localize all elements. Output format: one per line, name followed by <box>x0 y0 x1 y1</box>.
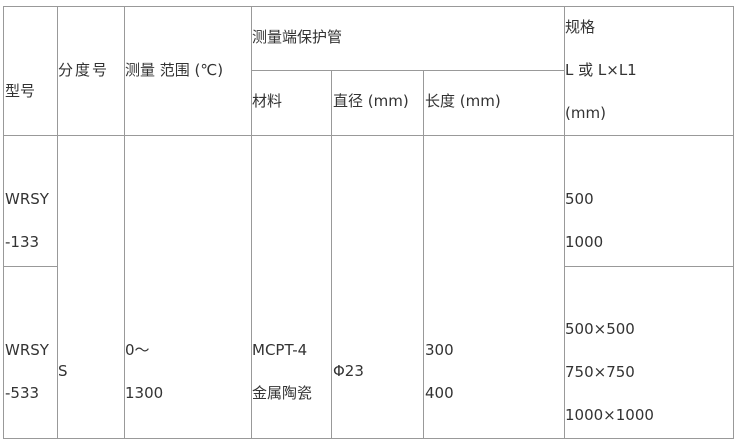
border <box>423 70 424 439</box>
spec-value: 500×500 <box>565 320 635 338</box>
header-length: 长度 (mm) <box>425 92 501 110</box>
header-range: 测量 范围 (℃) <box>125 61 224 79</box>
length-value: 300 <box>425 341 454 359</box>
row-model: WRSY <box>5 190 49 208</box>
header-spec: (mm) <box>565 104 606 122</box>
material-value: MCPT-4 <box>252 341 308 359</box>
border <box>3 135 733 136</box>
material-value: 金属陶瓷 <box>252 384 313 402</box>
header-model: 型号 <box>5 82 36 100</box>
range-value: 0～ <box>125 341 150 359</box>
border <box>331 70 332 439</box>
length-value: 400 <box>425 384 454 402</box>
header-graduation: 分度号 <box>58 61 110 79</box>
row-model: -133 <box>5 233 40 251</box>
spec-value: 1000 <box>565 233 604 251</box>
header-spec: 规格 <box>565 18 596 36</box>
border <box>733 6 734 439</box>
header-tube: 测量端保护管 <box>252 28 343 46</box>
border <box>57 6 58 439</box>
header-spec: L 或 L×L1 <box>565 61 637 79</box>
row-model: WRSY <box>5 341 49 359</box>
border <box>3 6 4 439</box>
spec-value: 500 <box>565 190 594 208</box>
border <box>564 6 565 439</box>
border <box>251 6 252 439</box>
row-model: -533 <box>5 384 40 402</box>
spec-value: 1000×1000 <box>565 406 654 424</box>
border <box>124 6 125 439</box>
border <box>3 6 733 7</box>
border <box>251 70 564 71</box>
header-diameter: 直径 (mm) <box>333 92 409 110</box>
border <box>564 266 733 267</box>
graduation-value: S <box>58 362 68 380</box>
border <box>3 266 57 267</box>
header-material: 材料 <box>252 92 283 110</box>
diameter-value: Φ23 <box>333 362 364 380</box>
spec-value: 750×750 <box>565 363 635 381</box>
range-value: 1300 <box>125 384 164 402</box>
border <box>3 438 733 439</box>
